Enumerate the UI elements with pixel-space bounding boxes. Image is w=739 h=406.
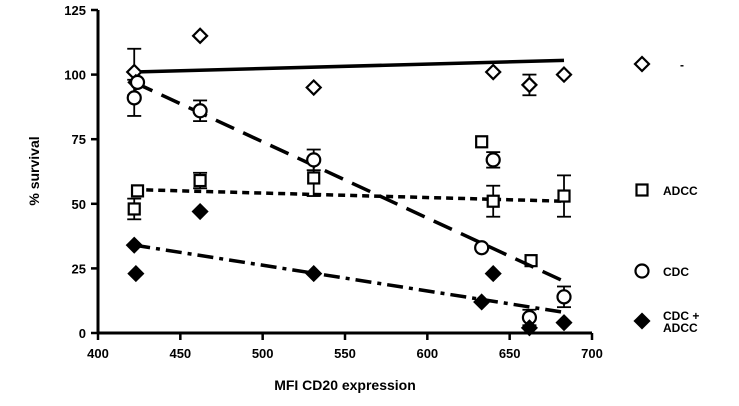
legend-marker bbox=[634, 263, 650, 279]
data-point bbox=[520, 76, 538, 94]
data-point bbox=[485, 152, 501, 168]
data-point bbox=[305, 78, 323, 97]
y-tick-label: 25 bbox=[72, 261, 86, 276]
x-axis-title: MFI CD20 expression bbox=[274, 377, 416, 393]
legend-label: ADCC bbox=[663, 184, 698, 198]
legend-marker bbox=[633, 312, 651, 330]
data-point bbox=[125, 236, 143, 254]
y-axis-title: % survival bbox=[26, 136, 42, 205]
legend-item: CDC + ADCC bbox=[633, 309, 699, 335]
data-point bbox=[191, 27, 209, 45]
series-2 bbox=[126, 74, 572, 327]
data-point bbox=[305, 265, 323, 283]
x-tick-label: 550 bbox=[334, 346, 356, 361]
legend-label: CDC bbox=[663, 265, 689, 279]
y-tick-label: 50 bbox=[72, 197, 86, 212]
data-point bbox=[192, 103, 208, 119]
plot-area bbox=[125, 27, 573, 337]
series-0 bbox=[125, 27, 573, 97]
legend-marker bbox=[633, 55, 651, 73]
x-tick-label: 500 bbox=[252, 346, 274, 361]
y-tick-label: 0 bbox=[79, 326, 86, 341]
y-tick-label: 100 bbox=[64, 68, 86, 83]
data-point bbox=[130, 184, 145, 198]
x-tick-label: 400 bbox=[87, 346, 109, 361]
legend-item: - bbox=[633, 55, 684, 73]
data-point bbox=[127, 265, 145, 283]
x-tick-label: 700 bbox=[581, 346, 603, 361]
data-point bbox=[306, 152, 322, 168]
data-point bbox=[484, 63, 502, 81]
legend-item: ADCC bbox=[635, 183, 698, 198]
y-ticks: 0 25 50 75 100 125 bbox=[64, 3, 98, 341]
data-point bbox=[129, 74, 146, 90]
data-point bbox=[307, 171, 321, 185]
x-tick-label: 650 bbox=[499, 346, 521, 361]
data-point bbox=[520, 319, 538, 337]
fit-line bbox=[133, 243, 565, 315]
data-point bbox=[556, 289, 572, 305]
axes bbox=[96, 10, 592, 335]
legend-label: CDC + ADCC bbox=[663, 309, 699, 335]
legend-item: CDC bbox=[634, 263, 689, 279]
data-point bbox=[555, 66, 573, 84]
data-point bbox=[127, 202, 141, 216]
legend: - ADCC CDC CDC + ADCC bbox=[633, 55, 699, 335]
x-ticks: 400 450 500 550 600 650 700 bbox=[87, 333, 603, 361]
x-tick-label: 600 bbox=[416, 346, 438, 361]
data-point bbox=[475, 135, 489, 149]
y-tick-label: 75 bbox=[72, 132, 86, 147]
legend-marker bbox=[635, 183, 649, 197]
x-tick-label: 450 bbox=[169, 346, 191, 361]
data-point bbox=[484, 265, 502, 283]
data-point bbox=[486, 194, 500, 208]
data-point bbox=[474, 240, 490, 256]
data-point bbox=[126, 90, 142, 106]
legend-label: - bbox=[680, 58, 684, 72]
data-point bbox=[555, 314, 573, 332]
series-3 bbox=[125, 202, 573, 337]
y-tick-label: 125 bbox=[64, 3, 86, 18]
series-1 bbox=[127, 135, 572, 268]
data-point bbox=[193, 173, 207, 188]
data-point bbox=[473, 293, 491, 311]
data-point bbox=[557, 189, 571, 203]
data-point bbox=[191, 202, 209, 221]
fit-line bbox=[134, 58, 565, 74]
